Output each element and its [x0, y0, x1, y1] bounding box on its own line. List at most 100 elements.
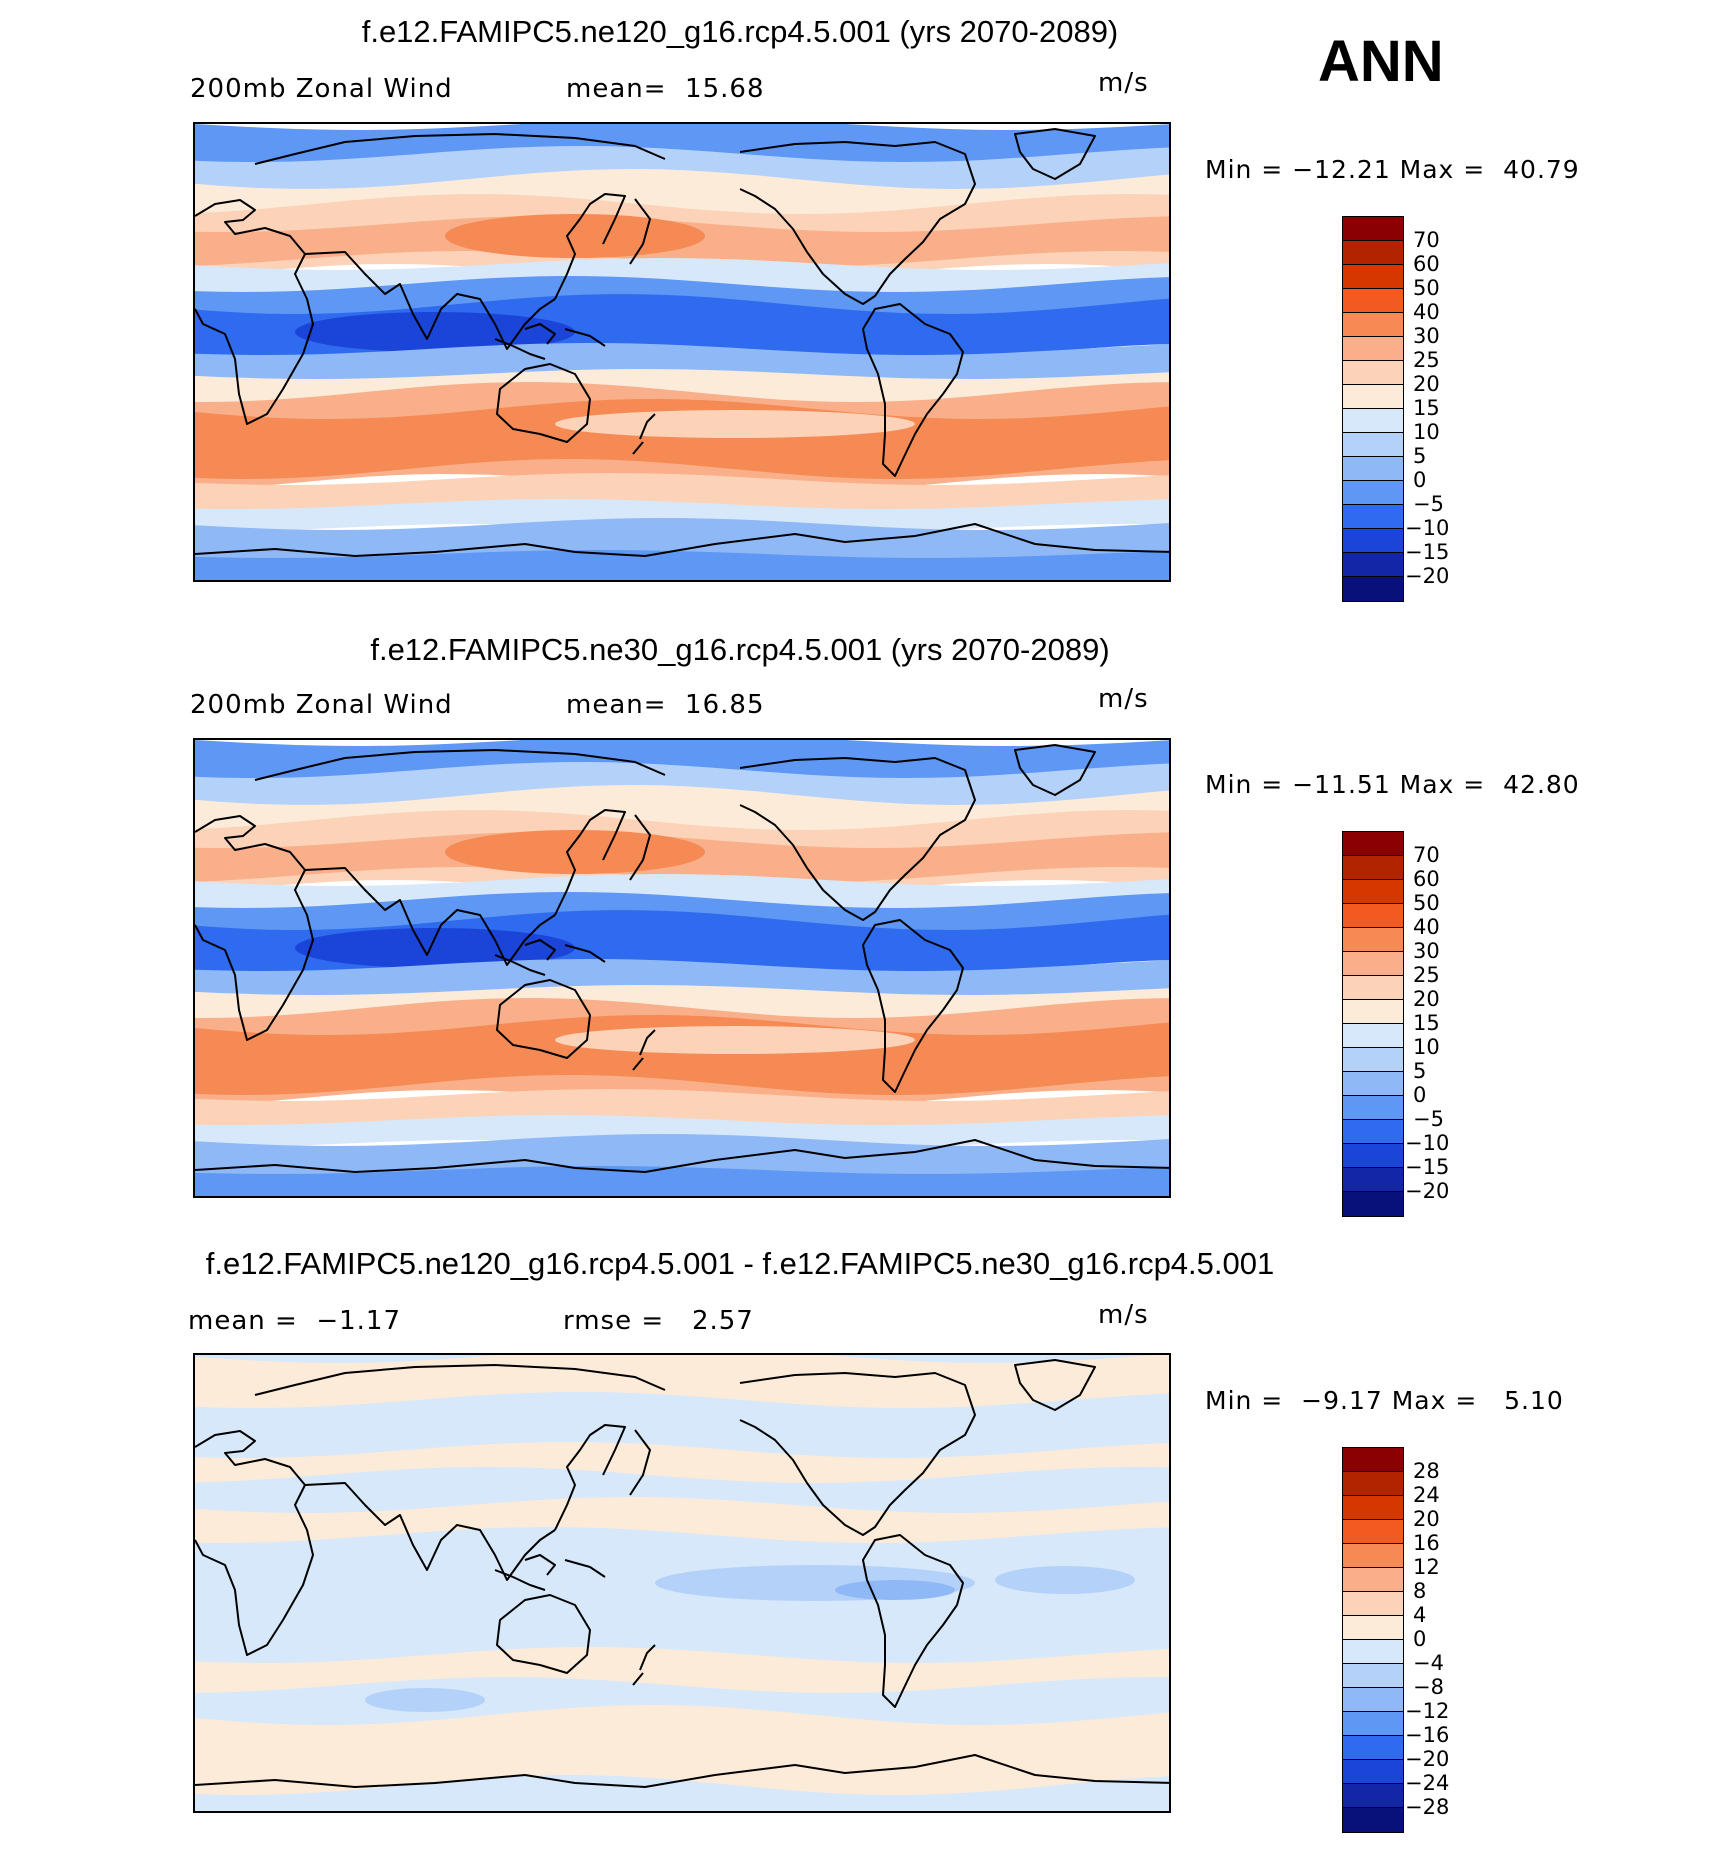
- colorbar-swatch: [1343, 976, 1403, 1000]
- coastline: [1014, 1359, 1096, 1411]
- colorbar-tick-label: 20: [1413, 987, 1440, 1011]
- colorbar-tick-label: 8: [1413, 1579, 1427, 1603]
- coastline: [195, 815, 314, 1041]
- map-canvas: [195, 740, 1169, 1196]
- colorbar-swatch: [1343, 457, 1403, 481]
- colorbar-tick-label: 60: [1413, 867, 1440, 891]
- colorbar-swatch: [1343, 1144, 1403, 1168]
- colorbar-tick-label: 50: [1413, 276, 1440, 300]
- colorbar-swatch: [1343, 289, 1403, 313]
- coastline: [554, 1424, 626, 1531]
- panel-2-variable-label: 200mb Zonal Wind: [190, 690, 453, 720]
- panel-1-map: [193, 122, 1171, 582]
- colorbar-swatch: [1343, 1072, 1403, 1096]
- colorbar-tick-label: −16: [1405, 1723, 1450, 1747]
- colorbar-tick-label: −15: [1405, 540, 1450, 564]
- colorbar-tick-label: 4: [1413, 1603, 1427, 1627]
- coastline: [304, 867, 556, 966]
- panel-3-units: m/s: [1098, 1300, 1149, 1330]
- colorbar-swatch: [1343, 217, 1403, 241]
- coastline: [1014, 128, 1096, 180]
- colorbar-swatch: [1343, 553, 1403, 577]
- colorbar-tick-label: 0: [1413, 1083, 1427, 1107]
- coastline: [554, 193, 626, 300]
- panel-1-variable-label: 200mb Zonal Wind: [190, 74, 453, 104]
- colorbar-swatch: [1343, 1472, 1403, 1496]
- coastline: [195, 1139, 1169, 1173]
- colorbar-swatch: [1343, 529, 1403, 553]
- colorbar-tick-label: −4: [1413, 1651, 1444, 1675]
- colorbar-tick-label: 5: [1413, 444, 1427, 468]
- colorbar-tick-label: 24: [1413, 1483, 1440, 1507]
- contour-cell: [445, 830, 705, 874]
- coastline: [739, 757, 976, 921]
- contour-band: [195, 1442, 1169, 1483]
- panel-3-minmax: Min = −9.17 Max = 5.10: [1205, 1386, 1564, 1415]
- panel-3-colorbar: [1342, 1447, 1404, 1833]
- panel-1-mean: mean= 15.68: [566, 74, 765, 104]
- panel-1-title: f.e12.FAMIPC5.ne120_g16.rcp4.5.001 (yrs …: [361, 14, 1119, 49]
- contour-band: [195, 1015, 1169, 1095]
- coastline: [862, 303, 964, 477]
- contour-band: [195, 1115, 1169, 1150]
- colorbar-swatch: [1343, 385, 1403, 409]
- coastline: [494, 939, 606, 976]
- colorbar-tick-label: −28: [1405, 1795, 1450, 1819]
- coastline: [629, 814, 651, 881]
- coastline: [739, 1372, 976, 1536]
- panel-3-mean: mean = −1.17: [188, 1306, 401, 1336]
- season-label: ANN: [1318, 29, 1444, 94]
- colorbar-tick-label: −5: [1413, 1107, 1444, 1131]
- colorbar-swatch: [1343, 313, 1403, 337]
- coastline: [496, 1594, 591, 1674]
- colorbar-swatch: [1343, 1096, 1403, 1120]
- colorbar-swatch: [1343, 856, 1403, 880]
- coastline: [494, 323, 606, 360]
- coastline: [496, 363, 591, 443]
- colorbar-swatch: [1343, 1640, 1403, 1664]
- colorbar-tick-label: −20: [1405, 564, 1450, 588]
- coastline: [632, 413, 656, 455]
- colorbar-swatch: [1343, 1448, 1403, 1472]
- colorbar-tick-label: 20: [1413, 1507, 1440, 1531]
- map-canvas: [195, 1355, 1169, 1811]
- colorbar-swatch: [1343, 1616, 1403, 1640]
- colorbar-tick-label: −15: [1405, 1155, 1450, 1179]
- colorbar-tick-label: 0: [1413, 468, 1427, 492]
- panel-1-units: m/s: [1098, 68, 1149, 98]
- colorbar-swatch: [1343, 1568, 1403, 1592]
- panel-2-title: f.e12.FAMIPC5.ne30_g16.rcp4.5.001 (yrs 2…: [370, 632, 1110, 667]
- colorbar-swatch: [1343, 1592, 1403, 1616]
- colorbar-tick-label: −10: [1405, 1131, 1450, 1155]
- panel-3-rmse: rmse = 2.57: [563, 1306, 754, 1336]
- colorbar-swatch: [1343, 952, 1403, 976]
- colorbar-swatch: [1343, 1712, 1403, 1736]
- colorbar-tick-label: 25: [1413, 348, 1440, 372]
- coastline: [739, 141, 976, 305]
- colorbar-swatch: [1343, 481, 1403, 505]
- colorbar-tick-label: 5: [1413, 1059, 1427, 1083]
- coastline: [254, 749, 666, 781]
- colorbar-tick-label: −10: [1405, 516, 1450, 540]
- contour-band: [195, 1166, 1169, 1196]
- colorbar-tick-label: 28: [1413, 1459, 1440, 1483]
- panel-2-map: [193, 738, 1171, 1198]
- contour-cell: [365, 1688, 485, 1712]
- panel-1-minmax: Min = −12.21 Max = 40.79: [1205, 155, 1580, 184]
- colorbar-swatch: [1343, 577, 1403, 601]
- colorbar-swatch: [1343, 928, 1403, 952]
- coastline: [304, 1482, 556, 1581]
- coastline: [629, 198, 651, 265]
- contour-band: [195, 399, 1169, 479]
- coastline: [304, 251, 556, 350]
- colorbar-tick-label: 30: [1413, 939, 1440, 963]
- colorbar-tick-label: 25: [1413, 963, 1440, 987]
- colorbar-tick-label: 40: [1413, 915, 1440, 939]
- colorbar-swatch: [1343, 1496, 1403, 1520]
- colorbar-tick-label: 40: [1413, 300, 1440, 324]
- coastline: [862, 919, 964, 1093]
- colorbar-swatch: [1343, 1168, 1403, 1192]
- panel-2-units: m/s: [1098, 684, 1149, 714]
- colorbar-swatch: [1343, 1688, 1403, 1712]
- panel-3-map: [193, 1353, 1171, 1813]
